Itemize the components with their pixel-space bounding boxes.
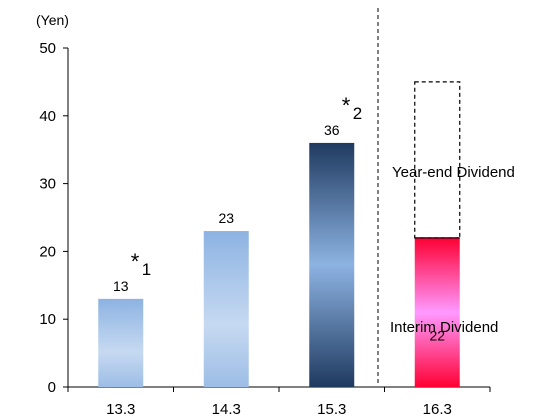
footnote-number: 2 [353,104,362,123]
bar-15.3 [309,142,355,387]
data-labels: 13 23 36 22 [113,122,445,344]
interim-dividend-label: Interim Dividend [390,319,498,336]
x-axis: 13.3 14.3 15.3 16.3 [67,386,491,416]
value-label-13.3: 13 [113,278,129,294]
y-tick-label: 50 [39,40,56,57]
value-label-14.3: 23 [218,210,234,226]
bar-14.3 [203,231,249,387]
x-tick-label: 13.3 [106,401,135,416]
footnote-marks: * 1* 2 [131,93,362,279]
y-unit-label: (Yen) [36,12,69,28]
y-tick-label: 30 [39,176,56,193]
x-tick-label: 16.3 [423,401,452,416]
footnote-mark: * [342,93,351,118]
x-tick-label: 15.3 [317,401,346,416]
y-tick-label: 40 [39,108,56,125]
forecast-year-end-outline [414,81,461,239]
y-tick-label: 20 [39,243,56,260]
value-label-15.3: 36 [324,122,340,138]
footnote-mark: * [131,249,140,274]
x-tick-label: 14.3 [212,401,241,416]
y-tick-label: 0 [48,379,56,396]
y-axis: 0 10 20 30 40 50 [39,40,69,396]
bars [98,81,461,387]
bar-13.3 [98,298,144,387]
y-tick-label: 10 [39,311,56,328]
footnote-number: 1 [142,260,151,279]
value-label-16.3: 22 [429,327,445,343]
bar-16.3 [414,237,460,387]
year-end-dividend-label: Year-end Dividend [392,164,515,181]
